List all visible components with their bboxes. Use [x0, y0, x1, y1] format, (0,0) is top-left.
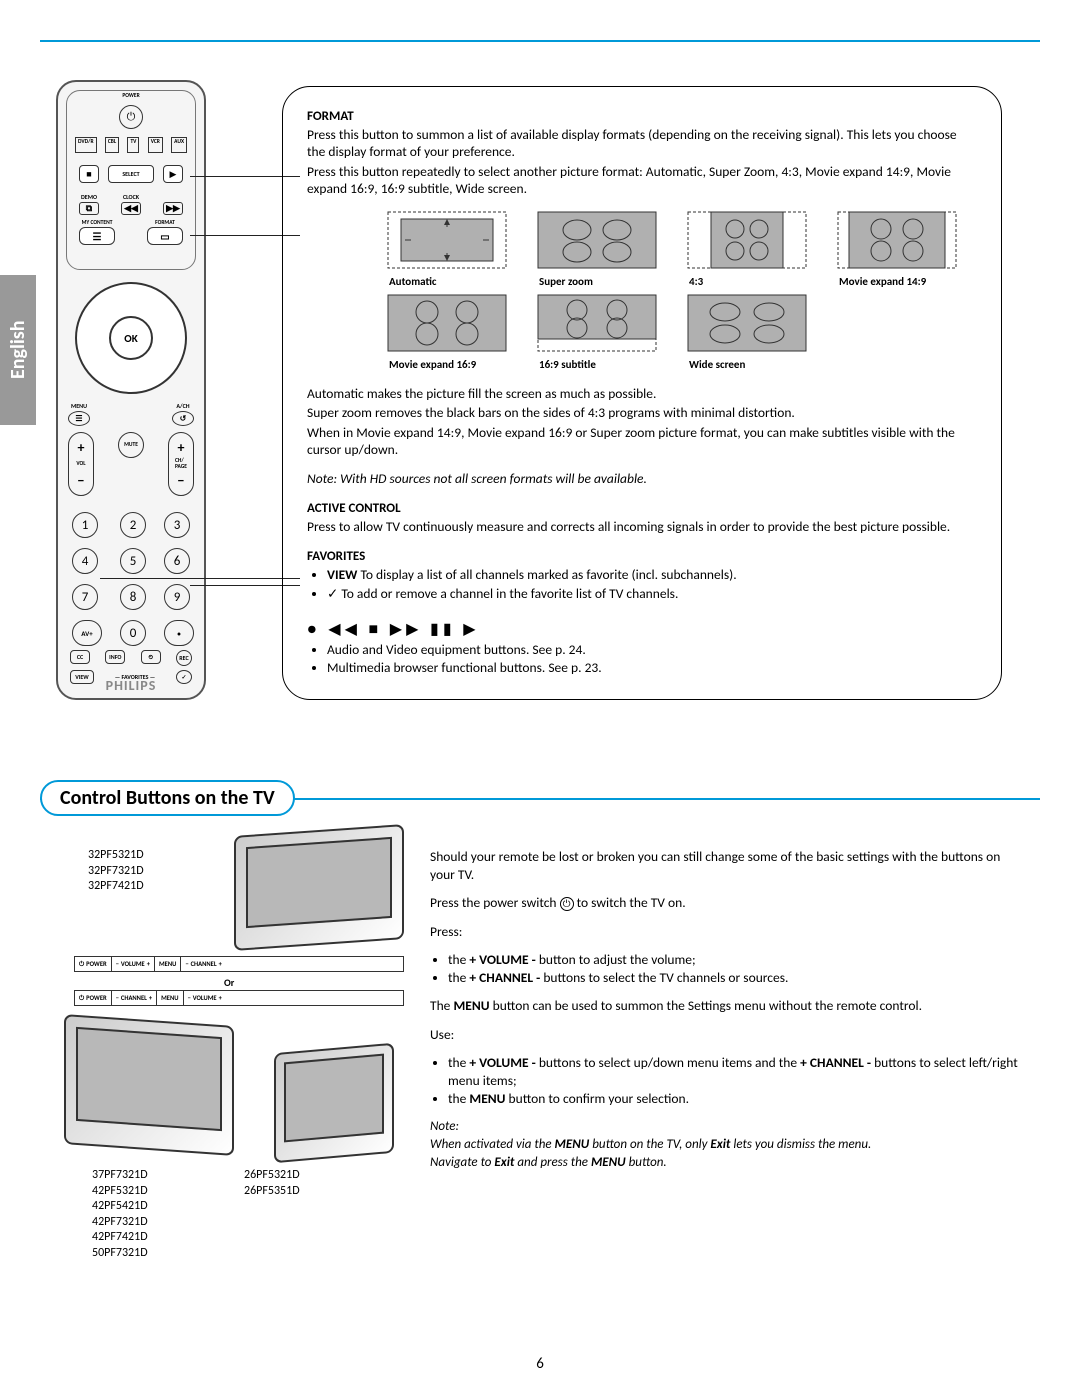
pip-icon: ⧉	[79, 202, 99, 215]
format-icon-me169	[387, 294, 507, 352]
control-bar-a: ⏻ POWER − VOLUME + MENU − CHANNEL +	[74, 956, 404, 972]
format-p1: Press this button to summon a list of av…	[307, 126, 977, 161]
top-rule	[40, 40, 1040, 42]
power-icon: ⏻	[119, 105, 143, 129]
clock-label: CLOCK	[123, 193, 139, 201]
page-number: 6	[0, 1355, 1080, 1373]
brand-logo: PHILIPS	[58, 677, 204, 694]
format-grid: Automatic Super zoom 4:3 Movie expand 14…	[387, 211, 977, 371]
mycontent-label: MY CONTENT	[82, 220, 113, 226]
tv-illustration	[234, 824, 404, 951]
format-title: FORMAT	[307, 109, 977, 124]
bottom-buttons: CC INFO ⏲ REC	[70, 650, 192, 666]
format-icon-wide	[687, 294, 807, 352]
tv-illustration	[64, 1014, 234, 1156]
tv-illustration	[274, 1043, 394, 1163]
format-icon-me149	[837, 211, 957, 269]
transport-symbols: ● ◀◀ ■ ▶▶ ▮▮ ▶	[307, 619, 977, 639]
favorites-title: FAVORITES	[307, 549, 977, 564]
format-p3: Automatic makes the picture fill the scr…	[307, 385, 977, 402]
tv-instructions: Should your remote be lost or broken you…	[430, 848, 1020, 1171]
format-note: Note: With HD sources not all screen for…	[307, 470, 977, 487]
fastfwd-icon: ▶▶	[163, 202, 183, 215]
favorites-list: VIEW To display a list of all channels m…	[307, 566, 977, 602]
channel-rocker: +CH/ PAGE−	[168, 432, 194, 496]
select-button: SELECT	[108, 165, 154, 183]
language-tab: English	[0, 275, 36, 425]
power-label: POWER	[67, 93, 195, 99]
section-divider: Control Buttons on the TV	[40, 780, 1040, 816]
ach-label: A/CH	[176, 402, 189, 410]
format-label: FORMAT	[155, 220, 175, 226]
leader-line	[100, 578, 300, 579]
menu-label: MENU	[71, 402, 87, 410]
transport-buttons: ■ SELECT ▶	[79, 163, 183, 185]
number-pad: 123 456 789 AV+0•	[72, 512, 190, 646]
volume-rocker: +VOL−	[68, 432, 94, 496]
format-icon-169sub	[537, 294, 657, 352]
mycontent-button: ☰	[79, 227, 115, 245]
transport-list: Audio and Video equipment buttons. See p…	[307, 641, 977, 677]
content-panel: FORMAT Press this button to summon a lis…	[282, 86, 1002, 700]
format-icon-superzoom	[537, 211, 657, 269]
format-p4: Super zoom removes the black bars on the…	[307, 404, 977, 421]
control-bar-b: ⏻ POWER − CHANNEL + MENU − VOLUME +	[74, 990, 404, 1006]
format-button: ▭	[147, 227, 183, 245]
ach-button: ↺	[172, 411, 194, 426]
power-icon: ⏻	[560, 897, 574, 911]
menu-button: ☰	[68, 411, 90, 426]
rewind-icon: ◀◀	[121, 202, 141, 215]
activecontrol-title: ACTIVE CONTROL	[307, 501, 977, 516]
mute-button: MUTE	[118, 432, 144, 458]
ok-button: OK	[109, 316, 153, 360]
stop-icon: ■	[79, 165, 99, 183]
tv-diagram: 32PF5321D 32PF7321D 32PF7421D ⏻ POWER − …	[64, 830, 424, 1270]
remote-illustration: POWER ⏻ DVD/RCBLTVVCRAUX ■ SELECT ▶ DEMO…	[56, 80, 218, 720]
source-buttons: DVD/RCBLTVVCRAUX	[75, 137, 187, 153]
format-p2: Press this button repeatedly to select a…	[307, 163, 977, 198]
activecontrol-p: Press to allow TV continuously measure a…	[307, 518, 977, 535]
format-icon-43	[687, 211, 807, 269]
format-icon-automatic	[387, 211, 507, 269]
format-p5: When in Movie expand 14:9, Movie expand …	[307, 424, 977, 459]
nav-ring: OK	[75, 282, 187, 394]
demo-label: DEMO	[81, 193, 97, 201]
section-heading: Control Buttons on the TV	[40, 780, 295, 816]
play-icon: ▶	[163, 165, 183, 183]
